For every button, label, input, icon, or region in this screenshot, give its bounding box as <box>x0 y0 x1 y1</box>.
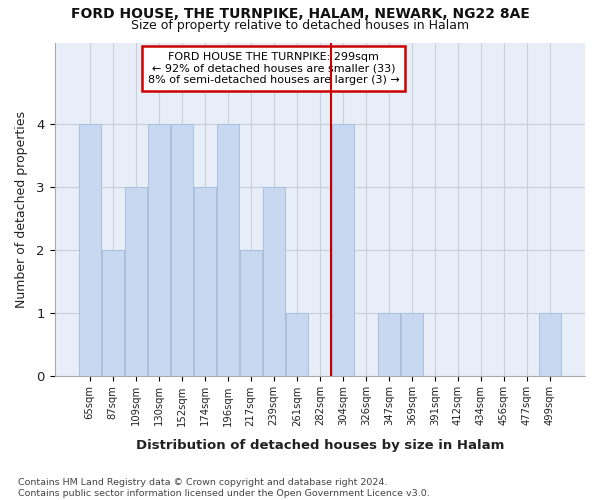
Bar <box>171 124 193 376</box>
Text: FORD HOUSE THE TURNPIKE: 299sqm
← 92% of detached houses are smaller (33)
8% of : FORD HOUSE THE TURNPIKE: 299sqm ← 92% of… <box>148 52 400 85</box>
Text: Size of property relative to detached houses in Halam: Size of property relative to detached ho… <box>131 19 469 32</box>
Text: Contains HM Land Registry data © Crown copyright and database right 2024.
Contai: Contains HM Land Registry data © Crown c… <box>18 478 430 498</box>
X-axis label: Distribution of detached houses by size in Halam: Distribution of detached houses by size … <box>136 440 504 452</box>
Bar <box>101 250 124 376</box>
Bar <box>286 312 308 376</box>
Bar <box>240 250 262 376</box>
Bar <box>539 312 561 376</box>
Bar <box>79 124 101 376</box>
Bar <box>332 124 354 376</box>
Bar <box>401 312 423 376</box>
Bar <box>378 312 400 376</box>
Y-axis label: Number of detached properties: Number of detached properties <box>15 110 28 308</box>
Bar <box>148 124 170 376</box>
Text: FORD HOUSE, THE TURNPIKE, HALAM, NEWARK, NG22 8AE: FORD HOUSE, THE TURNPIKE, HALAM, NEWARK,… <box>71 8 529 22</box>
Bar <box>217 124 239 376</box>
Bar <box>194 187 215 376</box>
Bar <box>263 187 284 376</box>
Bar <box>125 187 146 376</box>
